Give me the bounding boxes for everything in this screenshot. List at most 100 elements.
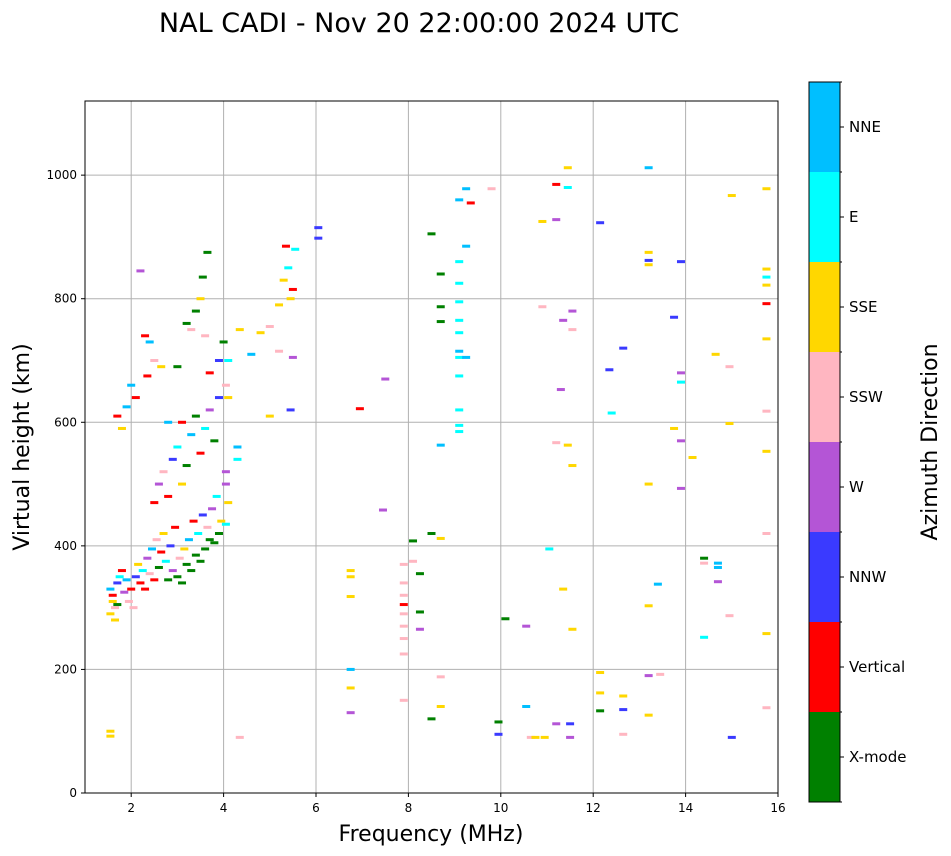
y-tick-label: 200 [54,662,77,676]
data-point [399,581,408,585]
y-tick-label: 800 [54,292,77,306]
data-point [762,275,771,279]
data-point [455,423,464,427]
y-tick-label: 400 [54,539,77,553]
colorbar-label: Vertical [849,658,905,676]
x-tick-label: 16 [770,801,785,815]
data-point [644,713,653,717]
data-point [409,559,418,563]
data-point [455,349,464,353]
data-point [355,407,364,411]
data-point [235,735,244,739]
data-point [700,561,709,565]
data-point [559,587,568,591]
data-point [214,532,223,535]
data-point [725,365,734,369]
colorbar-label: SSE [849,298,878,316]
data-point [217,519,226,523]
data-point [196,297,205,301]
data-point [187,328,196,332]
data-point [399,698,408,702]
data-point [256,331,265,335]
data-point [178,482,187,486]
data-point [194,532,203,535]
data-point [762,532,771,535]
data-point [265,414,274,418]
data-point [106,734,115,738]
data-point [154,565,163,569]
colorbar-segment [809,172,840,262]
data-point [191,414,200,418]
data-point [138,569,147,573]
data-point [455,198,464,202]
data-point [108,599,117,603]
data-point [178,420,187,424]
data-point [117,569,126,573]
data-point [115,575,124,579]
data-point [154,482,163,486]
data-point [427,717,436,721]
data-point [399,637,408,641]
data-point [150,501,159,505]
data-point [196,559,205,563]
data-point [173,445,182,449]
data-point [563,186,572,189]
data-point [676,260,685,264]
data-point [399,593,408,597]
data-point [455,430,464,434]
data-point [187,433,196,437]
x-tick-label: 14 [678,801,693,815]
x-tick-label: 4 [220,801,228,815]
data-point [436,675,445,679]
data-point [284,266,293,270]
data-point [713,561,722,565]
data-point [559,318,568,322]
data-point [538,219,547,223]
data-point [568,328,577,332]
data-point [281,244,290,248]
data-point [122,578,131,582]
data-point [676,380,685,384]
data-point [436,272,445,276]
data-point [619,732,628,736]
data-point [644,482,653,486]
data-point [596,691,605,695]
data-point [208,507,217,511]
data-point [143,374,152,378]
data-point [436,705,445,708]
data-point [552,722,561,726]
data-point [279,278,288,282]
data-point [563,166,572,170]
colorbar-segment [809,712,840,802]
data-point [127,587,136,591]
data-point [136,269,145,273]
data-point [762,187,771,191]
data-point [212,494,221,498]
data-point [494,732,503,736]
data-point [122,405,131,409]
data-point [180,547,189,551]
data-point [455,260,464,264]
data-point [762,302,771,306]
data-point [171,525,180,529]
data-point [198,513,207,517]
data-point [415,627,424,631]
data-point [466,201,475,205]
data-point [568,309,577,313]
data-point [711,352,720,356]
data-point [605,368,614,372]
colorbar-segment [809,442,840,532]
data-point [522,624,531,628]
data-point [111,618,120,622]
data-points [106,166,771,739]
data-point [134,562,143,566]
data-point [494,720,503,724]
data-point [291,247,300,251]
data-point [381,377,390,381]
data-point [762,337,771,341]
data-point [455,300,464,304]
data-point [399,603,408,607]
data-point [455,281,464,285]
data-point [164,578,173,582]
data-point [552,182,561,186]
